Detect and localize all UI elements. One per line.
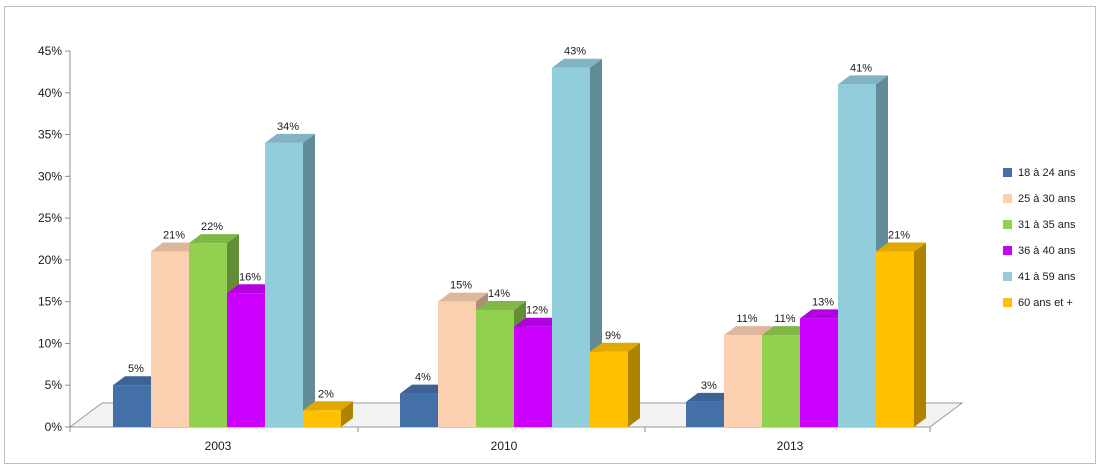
data-label: 21% <box>888 230 910 242</box>
y-tick-label: 0% <box>45 420 63 434</box>
data-label: 2% <box>318 388 334 400</box>
bar-top <box>552 58 602 68</box>
legend-swatch <box>1003 246 1012 255</box>
y-tick-label: 40% <box>38 86 62 100</box>
bar <box>590 351 628 427</box>
legend-label: 36 à 40 ans <box>1018 245 1076 257</box>
bar <box>189 243 227 427</box>
bar-top <box>438 292 488 302</box>
data-label: 11% <box>736 313 757 325</box>
data-label: 3% <box>701 380 717 392</box>
bar <box>514 326 552 427</box>
bar <box>265 142 303 427</box>
y-tick-label: 20% <box>38 253 62 267</box>
bar-top <box>590 342 640 352</box>
bar-top <box>476 301 526 311</box>
data-label: 34% <box>277 121 299 133</box>
bar-side <box>914 242 926 427</box>
legend-label: 41 à 59 ans <box>1018 271 1076 283</box>
bar <box>876 251 914 427</box>
bar-top <box>762 326 812 336</box>
y-tick-label: 10% <box>38 336 62 350</box>
bar <box>724 335 762 427</box>
bar-top <box>400 384 450 394</box>
data-label: 43% <box>564 46 586 58</box>
bar-top <box>303 401 353 411</box>
bar <box>400 393 438 427</box>
legend-swatch <box>1003 272 1012 281</box>
bar-top <box>151 242 201 252</box>
data-label: 22% <box>201 221 223 233</box>
bar-side <box>590 58 602 427</box>
bar <box>838 84 876 427</box>
bar-top <box>800 309 850 319</box>
bar-top <box>189 234 239 244</box>
legend-label: 25 à 30 ans <box>1018 193 1076 205</box>
bar-top <box>113 376 163 386</box>
data-label: 11% <box>774 313 795 325</box>
data-label: 4% <box>415 372 431 384</box>
y-tick-label: 30% <box>38 169 62 183</box>
legend-swatch <box>1003 220 1012 229</box>
x-tick-label: 2003 <box>205 439 232 453</box>
legend-swatch <box>1003 298 1012 307</box>
data-label: 21% <box>163 230 185 242</box>
legend-label: 31 à 35 ans <box>1018 219 1076 231</box>
bar <box>227 293 265 427</box>
legend-label: 18 à 24 ans <box>1018 167 1076 179</box>
bar-side <box>628 342 640 427</box>
bar <box>151 251 189 427</box>
data-label: 12% <box>526 305 548 317</box>
bar <box>686 401 724 427</box>
bar-side <box>341 401 353 427</box>
bar-top <box>514 317 564 327</box>
bar <box>762 335 800 427</box>
bar <box>438 301 476 427</box>
bar-top <box>686 392 736 402</box>
legend-swatch <box>1003 194 1012 203</box>
data-label: 9% <box>605 330 621 342</box>
y-tick-label: 45% <box>38 44 62 58</box>
y-tick-label: 5% <box>45 378 63 392</box>
x-tick-label: 2013 <box>777 439 804 453</box>
x-tick-label: 2010 <box>491 439 518 453</box>
bar-top <box>876 242 926 252</box>
bar-top <box>724 326 774 336</box>
legend-label: 60 ans et + <box>1018 297 1073 309</box>
bar-top <box>227 284 277 294</box>
y-tick-label: 25% <box>38 211 62 225</box>
data-label: 14% <box>488 288 510 300</box>
bar-top <box>265 133 315 143</box>
y-tick-label: 15% <box>38 295 62 309</box>
bar <box>552 67 590 427</box>
data-label: 16% <box>239 271 261 283</box>
data-label: 13% <box>812 296 834 308</box>
legend-swatch <box>1003 168 1012 177</box>
bar-side <box>303 133 315 427</box>
bar <box>303 410 341 427</box>
data-label: 5% <box>128 363 144 375</box>
bar <box>476 310 514 427</box>
data-label: 41% <box>850 62 872 74</box>
bar-top <box>838 75 888 85</box>
y-tick-label: 35% <box>38 128 62 142</box>
data-label: 15% <box>450 280 472 292</box>
bar <box>113 385 151 427</box>
bar <box>800 318 838 427</box>
